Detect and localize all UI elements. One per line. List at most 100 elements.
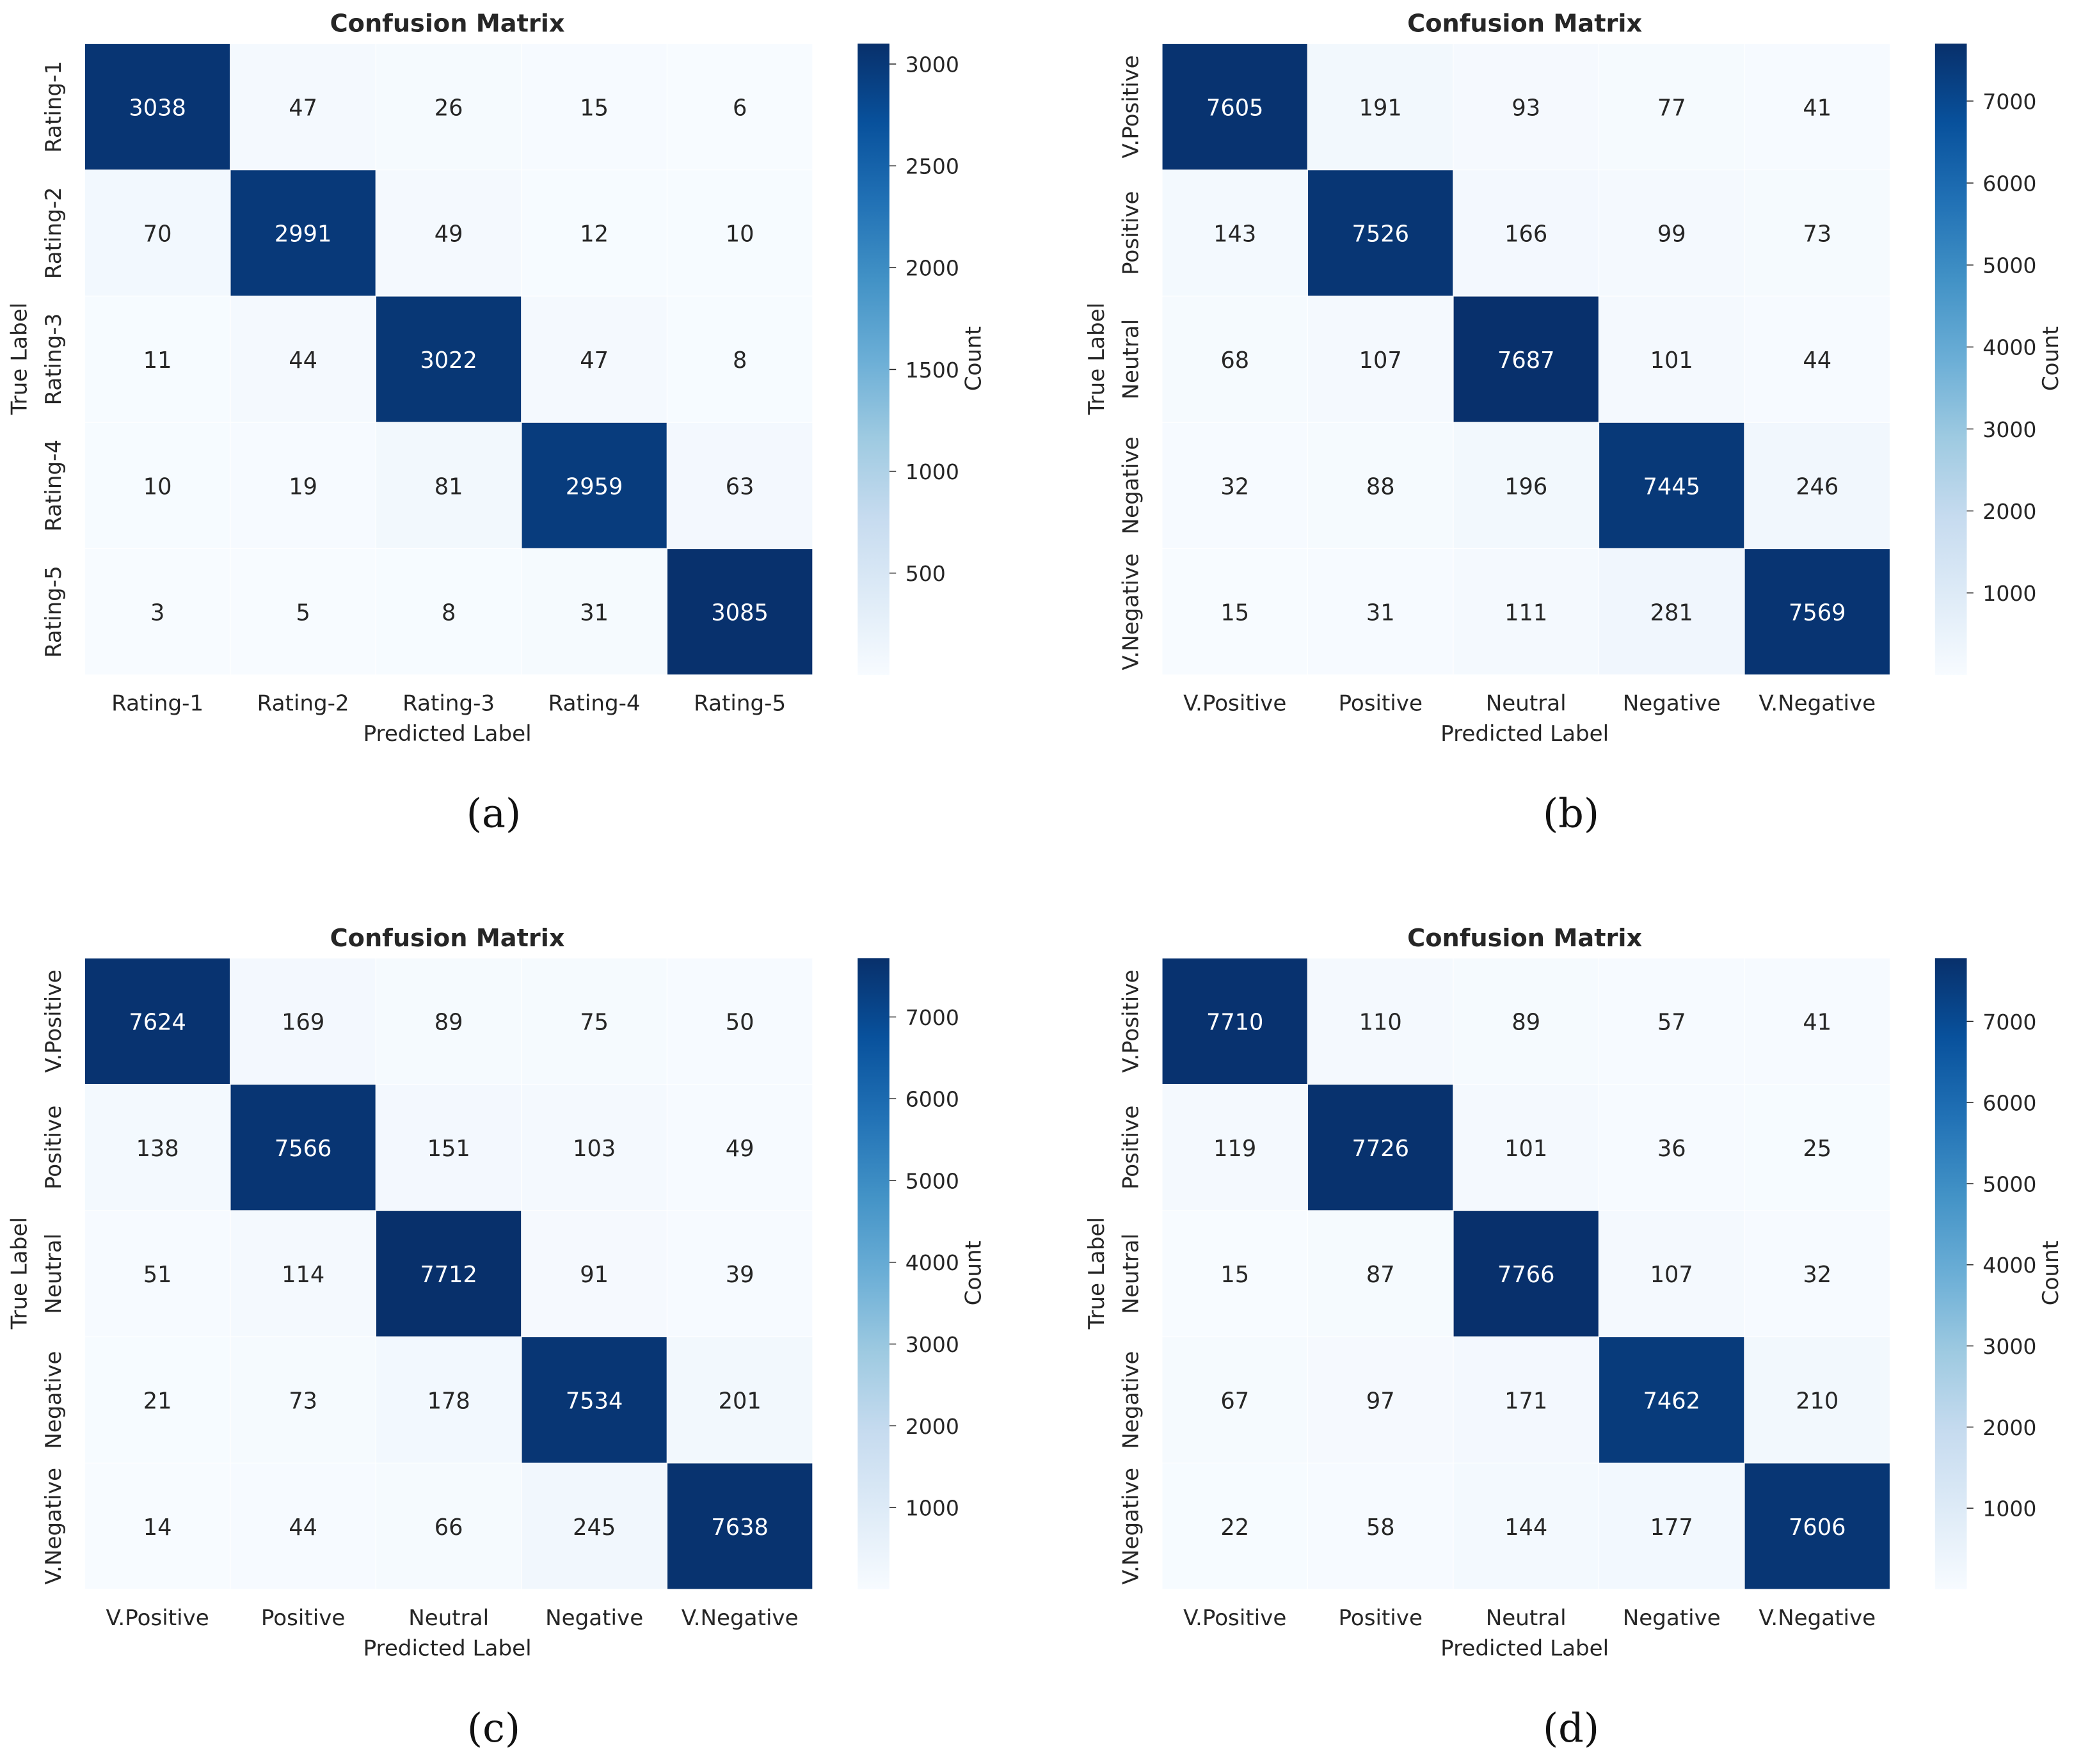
colorbar-tick-label: 3000 — [1982, 1334, 2036, 1359]
x-tick-label: V.Negative — [1759, 691, 1876, 717]
heatmap-cell — [1453, 1336, 1600, 1464]
colorbar — [1934, 958, 1967, 1590]
cell-value-label: 31 — [1366, 600, 1395, 626]
colorbar-tick-label: 7000 — [1982, 89, 2036, 114]
heatmap-cell — [666, 548, 813, 676]
x-axis-label: Predicted Label — [363, 721, 532, 747]
heatmap-cell — [84, 548, 231, 676]
colorbar-tick-label: 4000 — [905, 1250, 959, 1275]
cell-value-label: 5 — [296, 600, 310, 626]
y-tick-label: Rating-1 — [41, 61, 67, 153]
cell-value-label: 22 — [1220, 1514, 1249, 1541]
y-tick-label: Negative — [41, 1351, 67, 1449]
heatmap-cell — [1453, 957, 1600, 1085]
heatmap-cell — [375, 169, 522, 297]
cell-value-label: 151 — [427, 1136, 470, 1162]
cell-value-label: 201 — [719, 1388, 762, 1414]
heatmap-cell — [1307, 1210, 1454, 1337]
heatmap-cell — [521, 422, 668, 550]
cell-value-label: 8 — [733, 347, 747, 374]
heatmap-cell — [521, 957, 668, 1085]
cell-value-label: 44 — [289, 1514, 317, 1541]
cell-value-label: 7566 — [275, 1136, 331, 1162]
colorbar-tick-label: 4000 — [1982, 1253, 2036, 1278]
heatmap-cell — [375, 296, 522, 423]
x-tick-label: Negative — [1623, 691, 1721, 717]
y-tick-label: Rating-2 — [41, 187, 67, 279]
heatmap-cell — [521, 1336, 668, 1464]
heatmap-cell — [521, 43, 668, 171]
heatmap-cell — [84, 43, 231, 171]
heatmap-cell — [84, 1336, 231, 1464]
x-axis-label: Predicted Label — [1440, 1635, 1609, 1661]
cell-value-label: 7624 — [129, 1010, 186, 1036]
cell-value-label: 91 — [580, 1262, 609, 1288]
cell-value-label: 11 — [143, 347, 172, 374]
y-tick-label: V.Positive — [1119, 55, 1144, 158]
confusion-matrix-panel-d: Confusion Matrix 7710 110 89 57 41 119 7726 101 3… — [1084, 924, 2064, 1751]
cell-value-label: 63 — [726, 473, 754, 500]
cell-value-label: 51 — [143, 1262, 172, 1288]
cell-value-label: 44 — [289, 347, 317, 374]
cell-value-label: 7569 — [1789, 600, 1846, 626]
colorbar-tick-label: 2000 — [1982, 1415, 2036, 1440]
cell-value-label: 177 — [1650, 1514, 1693, 1541]
heatmap-cell — [1453, 1463, 1600, 1590]
cell-value-label: 73 — [1803, 221, 1831, 248]
colorbar-label: Count — [961, 1241, 987, 1305]
x-tick-label: Neutral — [408, 1605, 489, 1631]
y-tick-label: V.Positive — [1119, 969, 1144, 1072]
colorbar-label: Count — [2038, 1241, 2064, 1305]
chart-title: Confusion Matrix — [330, 924, 565, 953]
heatmap-cell — [84, 169, 231, 297]
x-tick-label: V.Positive — [1183, 1605, 1286, 1631]
x-axis-label: Predicted Label — [363, 1635, 532, 1661]
heatmap-cell — [1161, 957, 1309, 1085]
cell-value-label: 36 — [1657, 1136, 1686, 1162]
cell-value-label: 210 — [1796, 1388, 1839, 1414]
y-tick-label: V.Negative — [1119, 1468, 1144, 1585]
y-tick-label: Neutral — [1119, 1234, 1144, 1314]
cell-value-label: 3022 — [420, 347, 477, 374]
heatmap-cell — [1744, 43, 1891, 171]
heatmap-cell — [375, 1210, 522, 1337]
cell-value-label: 68 — [1220, 347, 1249, 374]
cell-value-label: 67 — [1220, 1388, 1249, 1414]
x-tick-label: V.Negative — [1759, 1605, 1876, 1631]
heatmap-cell — [521, 1463, 668, 1590]
cell-value-label: 2991 — [275, 221, 331, 248]
panel-label: (b) — [1543, 790, 1599, 837]
heatmap-cell — [1161, 1463, 1309, 1590]
x-axis-label: Predicted Label — [1440, 721, 1609, 747]
cell-value-label: 7710 — [1206, 1010, 1263, 1036]
colorbar — [858, 44, 889, 675]
heatmap-cell — [1161, 1336, 1309, 1464]
heatmap-cell — [1307, 169, 1454, 297]
cell-value-label: 97 — [1366, 1388, 1395, 1414]
heatmap-cell — [1307, 548, 1454, 676]
y-tick-label: Rating-4 — [41, 440, 67, 532]
cell-value-label: 169 — [282, 1010, 324, 1036]
colorbar-tick-label: 6000 — [905, 1087, 959, 1112]
y-tick-label: Positive — [41, 1106, 67, 1190]
cell-value-label: 111 — [1504, 600, 1547, 626]
heatmap-cells: 7710 110 89 57 41 119 7726 101 36 25 15 87 7766 107 32… — [1161, 957, 1891, 1590]
colorbar — [1934, 44, 1967, 675]
cell-value-label: 89 — [1512, 1010, 1540, 1036]
colorbar-tick-label: 2500 — [905, 154, 959, 179]
heatmap-cell — [1453, 422, 1600, 550]
heatmap-cell — [1161, 548, 1309, 676]
cell-value-label: 47 — [289, 95, 317, 121]
heatmap-cell — [1598, 169, 1745, 297]
y-tick-label: Rating-5 — [41, 566, 67, 658]
heatmap-cell — [84, 957, 231, 1085]
y-tick-label: V.Positive — [41, 969, 67, 1072]
cell-value-label: 14 — [143, 1514, 172, 1541]
colorbar-tick-label: 1000 — [905, 1496, 959, 1521]
colorbar-tick-label: 2000 — [1982, 499, 2036, 524]
heatmap-cell — [666, 43, 813, 171]
heatmap-cell — [1598, 1463, 1745, 1590]
cell-value-label: 7445 — [1643, 473, 1700, 500]
cell-value-label: 138 — [136, 1136, 179, 1162]
heatmap-cell — [1307, 43, 1454, 171]
